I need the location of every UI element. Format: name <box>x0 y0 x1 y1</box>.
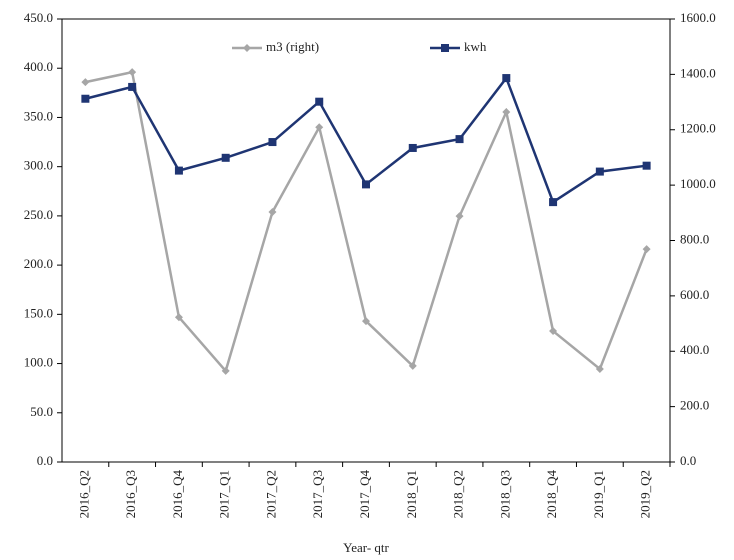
legend-label: m3 (right) <box>266 39 319 54</box>
x-tick-label: 2018_Q3 <box>497 470 512 518</box>
plot-frame <box>61 18 671 463</box>
y2-tick-label: 0.0 <box>680 453 696 468</box>
y2-tick-label: 400.0 <box>680 342 709 357</box>
marker <box>502 108 511 117</box>
marker <box>221 366 230 375</box>
marker <box>128 68 137 77</box>
y2-tick-label: 1600.0 <box>680 10 716 25</box>
y2-tick-label: 1400.0 <box>680 65 716 80</box>
legend-label: kwh <box>464 39 487 54</box>
marker <box>642 245 651 254</box>
marker <box>642 161 651 170</box>
marker <box>595 167 604 176</box>
marker <box>455 212 464 221</box>
y2-tick-label: 1200.0 <box>680 121 716 136</box>
marker <box>174 166 183 175</box>
x-tick-label: 2019_Q1 <box>591 470 606 518</box>
marker <box>268 207 277 216</box>
marker <box>502 74 511 83</box>
x-tick-label: 2017_Q4 <box>357 470 372 519</box>
y2-tick-label: 1000.0 <box>680 176 716 191</box>
x-tick-label: 2016_Q3 <box>123 470 138 518</box>
y2-tick-label: 800.0 <box>680 231 709 246</box>
marker <box>315 123 324 132</box>
marker <box>81 78 90 87</box>
marker <box>315 97 324 106</box>
x-tick-label: 2019_Q2 <box>638 470 653 518</box>
y-tick-label: 300.0 <box>24 158 53 173</box>
x-tick-label: 2017_Q2 <box>263 470 278 518</box>
marker <box>362 180 370 189</box>
marker <box>174 313 183 322</box>
x-tick-label: 2018_Q1 <box>404 470 419 518</box>
x-tick-label: 2016_Q4 <box>170 470 185 519</box>
marker <box>549 327 558 336</box>
marker <box>128 82 137 91</box>
y-tick-label: 450.0 <box>24 10 53 25</box>
x-tick-label: 2018_Q4 <box>544 470 559 519</box>
marker <box>408 143 417 152</box>
marker <box>549 198 558 207</box>
y2-tick-label: 200.0 <box>680 398 709 413</box>
y-tick-label: 250.0 <box>24 207 53 222</box>
marker <box>408 361 417 370</box>
y-tick-label: 400.0 <box>24 59 53 74</box>
x-tick-label: 2018_Q2 <box>451 470 466 518</box>
x-tick-label: 2017_Q1 <box>217 470 232 518</box>
x-axis-label: Year- qtr <box>343 540 389 555</box>
marker <box>595 364 604 373</box>
marker <box>221 153 230 162</box>
x-tick-label: 2016_Q2 <box>76 470 91 518</box>
marker <box>455 135 464 144</box>
x-tick-label: 2017_Q3 <box>310 470 325 518</box>
y-tick-label: 50.0 <box>30 404 53 419</box>
y-tick-label: 100.0 <box>24 355 53 370</box>
marker <box>362 317 370 326</box>
marker <box>81 94 90 103</box>
series-line <box>85 70 648 374</box>
marker <box>268 138 277 147</box>
y-tick-label: 350.0 <box>24 108 53 123</box>
y-tick-label: 0.0 <box>37 453 53 468</box>
y-tick-label: 150.0 <box>24 305 53 320</box>
marker <box>243 44 251 52</box>
marker <box>441 44 449 52</box>
y2-tick-label: 600.0 <box>680 287 709 302</box>
y-tick-label: 200.0 <box>24 256 53 271</box>
